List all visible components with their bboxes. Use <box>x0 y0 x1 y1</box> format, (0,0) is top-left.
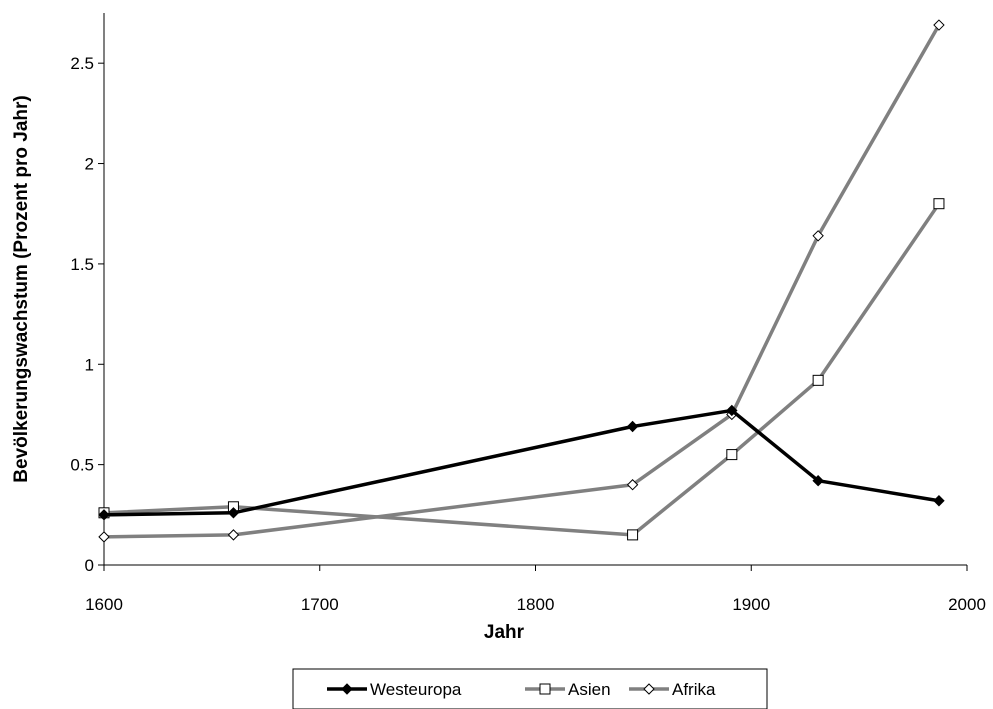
x-tick-label: 1600 <box>85 595 123 614</box>
x-axis: 1600 1700 1800 1900 2000 <box>85 564 986 614</box>
data-point <box>98 531 110 543</box>
legend-label: Asien <box>568 680 611 699</box>
legend-label: Afrika <box>672 680 716 699</box>
x-tick-label: 1800 <box>517 595 555 614</box>
data-point <box>227 529 240 541</box>
legend-label: Westeuropa <box>370 680 462 699</box>
x-tick-label: 2000 <box>948 595 986 614</box>
data-point <box>726 449 738 461</box>
data-point <box>627 529 639 541</box>
y-axis-title: Bevölkerungswachstum (Prozent pro Jahr) <box>11 95 32 482</box>
legend-marker <box>539 683 551 695</box>
legend-item-afrika: Afrika <box>629 680 716 699</box>
y-tick-label: 0 <box>85 556 94 575</box>
y-tick-label: 2 <box>85 155 94 174</box>
y-tick-label: 2.5 <box>70 54 94 73</box>
y-axis: 0 0.5 1 1.5 2 2.5 <box>70 13 105 575</box>
y-tick-label: 1.5 <box>70 255 94 274</box>
x-tick-label: 1900 <box>732 595 770 614</box>
y-tick-label: 0.5 <box>70 456 94 475</box>
legend-item-asien: Asien <box>525 680 611 699</box>
data-point <box>812 474 824 487</box>
series-line <box>103 408 940 517</box>
y-tick-label: 1 <box>85 355 94 374</box>
data-point <box>227 507 240 519</box>
x-tick-label: 1700 <box>301 595 339 614</box>
series-asien <box>98 198 945 541</box>
series-line <box>103 24 941 539</box>
legend-marker <box>341 683 353 695</box>
x-axis-title: Jahr <box>484 622 525 643</box>
data-point <box>933 495 945 507</box>
series-line <box>103 202 941 537</box>
data-point <box>933 19 945 31</box>
series-layer <box>98 19 945 543</box>
data-point <box>98 509 110 521</box>
legend: Westeuropa Asien Afrika <box>292 668 768 709</box>
legend-marker <box>643 683 655 695</box>
data-point <box>812 230 824 242</box>
legend-item-westeuropa: Westeuropa <box>327 680 462 699</box>
data-point <box>812 374 824 386</box>
data-point <box>726 404 738 417</box>
data-point <box>626 479 639 491</box>
data-point <box>626 420 639 433</box>
data-point <box>933 198 945 210</box>
series-afrika <box>98 19 945 543</box>
series-westeuropa <box>98 404 945 521</box>
